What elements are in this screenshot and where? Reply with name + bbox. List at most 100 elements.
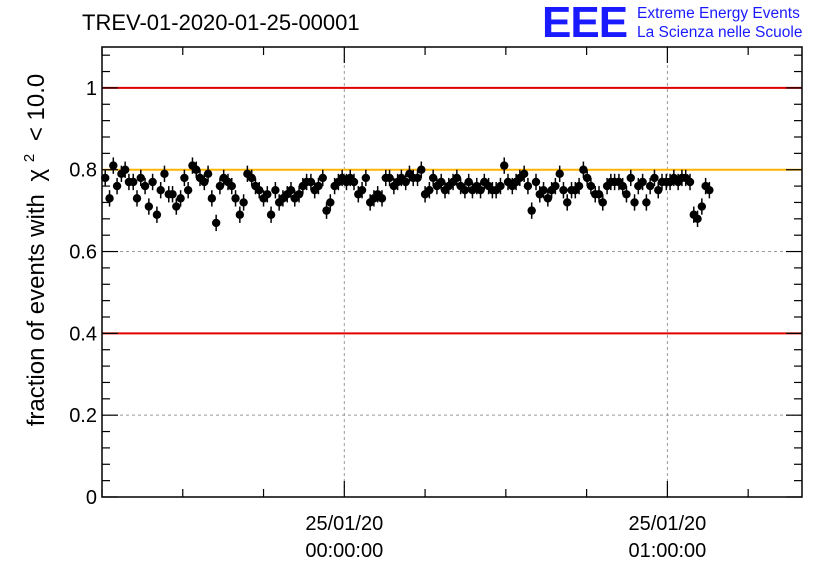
data-point bbox=[235, 210, 245, 219]
data-point bbox=[227, 181, 236, 191]
data-point bbox=[385, 173, 394, 183]
data-point bbox=[531, 177, 541, 187]
data-point bbox=[460, 185, 470, 195]
data-point bbox=[247, 173, 256, 183]
data-point bbox=[559, 185, 568, 195]
data-point bbox=[172, 202, 181, 211]
tick-labels: 0 0.2 0.4 0.6 0.8 1 25/01/20 00:00:00 25/01/20 01… bbox=[69, 78, 706, 562]
x-tick-label-date: 25/01/20 bbox=[305, 513, 383, 535]
data-point bbox=[476, 185, 485, 195]
data-point bbox=[357, 185, 367, 195]
data-point bbox=[266, 210, 276, 219]
grid bbox=[102, 47, 802, 497]
data-point bbox=[148, 177, 157, 187]
plot-frame bbox=[101, 46, 803, 498]
data-point bbox=[306, 177, 316, 187]
data-point bbox=[129, 177, 138, 187]
y-axis-title-prefix: fraction of events with bbox=[23, 194, 50, 426]
data-point bbox=[413, 173, 422, 183]
data-point bbox=[231, 194, 240, 203]
data-point bbox=[136, 173, 145, 183]
data-point bbox=[598, 198, 607, 207]
y-tick-label: 0 bbox=[86, 487, 97, 509]
data-point bbox=[555, 169, 564, 179]
data-point bbox=[294, 190, 304, 199]
data-point bbox=[286, 185, 296, 195]
data-point bbox=[318, 173, 327, 183]
data-point bbox=[697, 202, 707, 211]
data-point bbox=[645, 181, 655, 191]
data-point bbox=[425, 185, 434, 195]
data-point bbox=[579, 165, 588, 174]
y-tick-label: 0.6 bbox=[69, 242, 97, 264]
data-point bbox=[642, 198, 651, 207]
data-point bbox=[654, 185, 663, 195]
data-point bbox=[500, 161, 509, 170]
plot-title: TREV-01-2020-01-25-00001 bbox=[82, 10, 360, 35]
y-axis-title: fraction of events with χ 2 < 10.0 bbox=[13, 74, 50, 427]
data-point bbox=[464, 177, 473, 187]
data-point bbox=[183, 185, 193, 195]
data-point bbox=[314, 181, 323, 191]
data-point bbox=[109, 161, 118, 170]
logo-line-1: Extreme Energy Events bbox=[637, 5, 800, 22]
data-point bbox=[156, 185, 165, 195]
data-point bbox=[618, 181, 627, 191]
data-point bbox=[101, 173, 110, 183]
data-point bbox=[105, 194, 114, 203]
data-point bbox=[263, 190, 272, 199]
data-point bbox=[160, 169, 169, 179]
data-point bbox=[401, 177, 410, 187]
data-point bbox=[582, 173, 592, 183]
y-tick-label: 0.4 bbox=[69, 323, 97, 345]
logo-line-2: La Scienza nelle Scuole bbox=[637, 24, 803, 41]
data-point bbox=[215, 181, 225, 191]
plot-border bbox=[101, 46, 803, 498]
data-point bbox=[543, 194, 553, 203]
y-tick-label: 0.8 bbox=[69, 160, 97, 182]
data-point bbox=[417, 165, 426, 174]
data-point bbox=[192, 165, 201, 174]
data-point bbox=[203, 169, 213, 179]
data-point bbox=[626, 173, 635, 183]
data-point bbox=[496, 181, 505, 191]
axis-ticks bbox=[101, 47, 802, 498]
data-point bbox=[271, 185, 280, 195]
x-tick-label-time: 00:00:00 bbox=[305, 540, 383, 562]
data-point bbox=[112, 181, 122, 191]
data-point bbox=[527, 206, 536, 215]
data-point bbox=[685, 177, 695, 187]
data-point bbox=[523, 181, 533, 191]
data-point bbox=[200, 177, 209, 187]
data-point bbox=[650, 173, 659, 183]
data-point bbox=[693, 214, 702, 224]
x-tick-label-time: 01:00:00 bbox=[628, 540, 706, 562]
data-point bbox=[377, 194, 387, 203]
data-point bbox=[180, 173, 189, 183]
data-point bbox=[428, 173, 438, 183]
x-tick-label-date: 25/01/20 bbox=[628, 513, 706, 535]
data-point bbox=[622, 190, 631, 199]
data-point bbox=[349, 177, 359, 187]
data-point bbox=[140, 181, 150, 191]
data-point bbox=[586, 181, 596, 191]
data-point bbox=[594, 190, 604, 199]
data-point bbox=[239, 198, 248, 207]
data-point bbox=[255, 185, 264, 195]
logo-letters: EEE bbox=[542, 0, 628, 47]
data-point bbox=[168, 190, 177, 199]
data-point bbox=[452, 173, 462, 183]
data-point bbox=[539, 185, 548, 195]
data-point bbox=[574, 181, 584, 191]
y-axis-title-suffix: < 10.0 bbox=[23, 74, 50, 141]
data-point bbox=[207, 194, 217, 203]
y-tick-label: 0.2 bbox=[69, 405, 97, 427]
data-point bbox=[630, 198, 639, 207]
data-point bbox=[551, 181, 560, 191]
data-point bbox=[638, 177, 647, 187]
data-points bbox=[101, 157, 714, 232]
data-point bbox=[361, 173, 371, 183]
data-point bbox=[144, 202, 154, 211]
data-point bbox=[437, 177, 446, 187]
